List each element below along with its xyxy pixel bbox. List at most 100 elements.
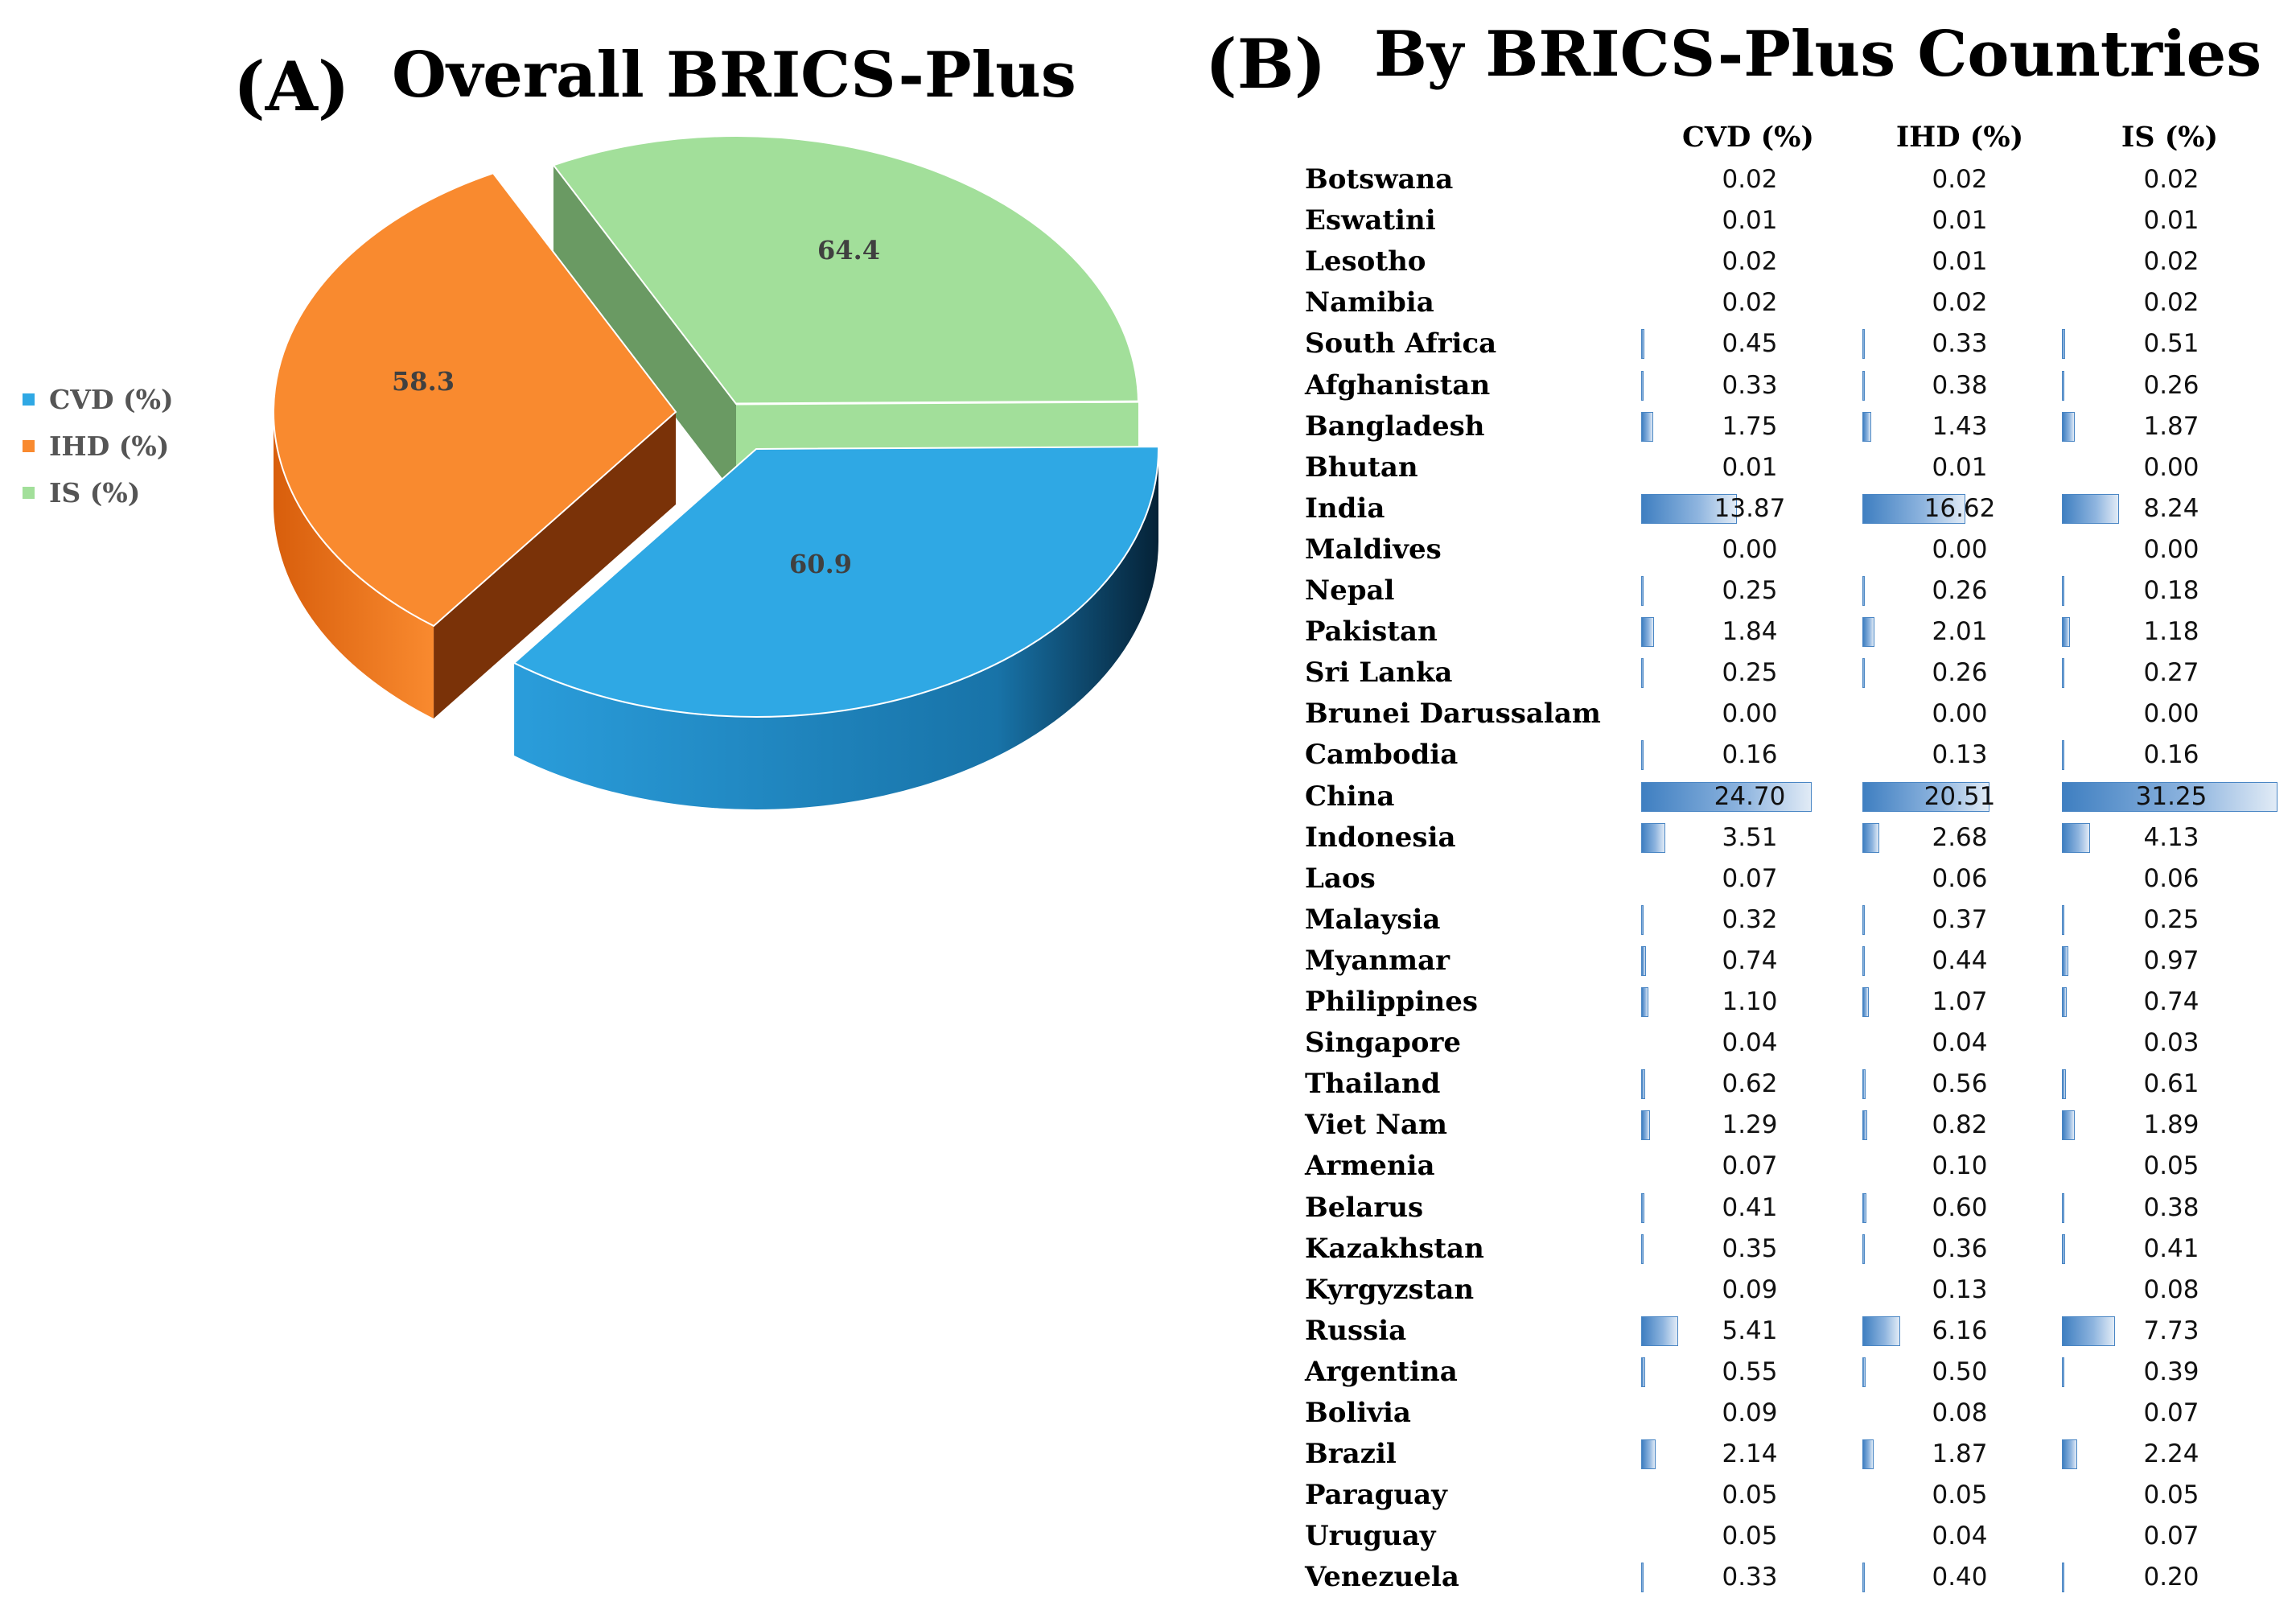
table-cell-cvd: 0.09 (1641, 1270, 1858, 1311)
country-name: Philippines (1305, 986, 1478, 1018)
country-name: Afghanistan (1305, 369, 1491, 401)
table-cell-is: 8.24 (2062, 488, 2281, 529)
data-bar (2062, 740, 2064, 771)
table-cell-cvd: 0.25 (1641, 570, 1858, 611)
table-cell-is: 0.26 (2062, 365, 2281, 406)
cell-value: 0.26 (2143, 370, 2199, 400)
table-cell-cvd: 0.02 (1641, 282, 1858, 323)
table-row: Myanmar 0.74 0.44 0.97 (0, 941, 2296, 982)
cell-value: 0.33 (1722, 1563, 1778, 1592)
table-row: Kazakhstan 0.35 0.36 0.41 (0, 1229, 2296, 1270)
country-name: Uruguay (1305, 1520, 1436, 1553)
cell-value: 0.07 (2143, 1521, 2199, 1551)
table-row: Belarus 0.41 0.60 0.38 (0, 1188, 2296, 1229)
table-row: Sri Lanka 0.25 0.26 0.27 (0, 653, 2296, 694)
cell-value: 0.02 (2143, 247, 2199, 277)
table-row: Russia 5.41 6.16 7.73 (0, 1311, 2296, 1352)
cell-value: 0.08 (1932, 1398, 1988, 1427)
data-bar (2062, 1110, 2076, 1141)
data-bar (2062, 576, 2064, 606)
table-cell-is: 0.00 (2062, 529, 2281, 570)
table-cell-ihd: 0.37 (1862, 900, 2057, 941)
cell-value: 0.09 (1722, 1398, 1778, 1427)
panel-b-title: By BRICS-Plus Countries (1374, 18, 2262, 91)
table-cell-is: 0.39 (2062, 1352, 2281, 1393)
pie-label-is: 64.4 (817, 235, 880, 266)
cell-value: 0.16 (1722, 740, 1778, 770)
table-cell-ihd: 0.50 (1862, 1352, 2057, 1393)
cell-value: 20.51 (1924, 781, 1996, 811)
country-name: Eswatini (1305, 204, 1436, 237)
table-row: Eswatini 0.01 0.01 0.01 (0, 200, 2296, 241)
cell-value: 0.44 (1932, 945, 1988, 975)
table-cell-cvd: 0.05 (1641, 1475, 1858, 1516)
data-bar (2062, 1192, 2065, 1223)
data-bar (2062, 904, 2064, 935)
data-bar (1862, 945, 1866, 976)
data-bar (1641, 1233, 1644, 1264)
country-name: Paraguay (1305, 1479, 1447, 1512)
data-bar (1641, 1357, 1645, 1387)
pie-label-cvd: 60.9 (789, 549, 852, 579)
table-cell-cvd: 0.35 (1641, 1229, 1858, 1270)
table-cell-is: 0.00 (2062, 447, 2281, 488)
table-row: Malaysia 0.32 0.37 0.25 (0, 900, 2296, 941)
table-cell-ihd: 0.04 (1862, 1023, 2057, 1064)
cell-value: 0.35 (1722, 1233, 1778, 1263)
cell-value: 0.38 (2143, 1192, 2199, 1222)
country-name: Kyrgyzstan (1305, 1273, 1475, 1306)
cell-value: 0.00 (1932, 534, 1988, 564)
table-cell-cvd: 0.00 (1641, 529, 1858, 570)
pie-slice-ihd (273, 172, 677, 628)
data-bar (2062, 658, 2064, 689)
cell-value: 0.25 (1722, 658, 1778, 688)
cell-value: 1.84 (1722, 617, 1778, 647)
table-row: Namibia 0.02 0.02 0.02 (0, 282, 2296, 323)
cell-value: 1.18 (2143, 617, 2199, 647)
data-bar (1641, 329, 1644, 360)
cell-value: 0.00 (2143, 699, 2199, 729)
table-cell-is: 0.05 (2062, 1475, 2281, 1516)
cell-value: 0.07 (1722, 1151, 1778, 1181)
cell-value: 1.07 (1932, 987, 1988, 1016)
table-cell-cvd: 1.75 (1641, 406, 1858, 447)
cell-value: 0.41 (2143, 1233, 2199, 1263)
table-row: Brazil 2.14 1.87 2.24 (0, 1434, 2296, 1475)
table-cell-is: 0.06 (2062, 859, 2281, 900)
pie-slice-ihd-wall (434, 412, 676, 719)
data-bar (1641, 576, 1644, 606)
legend-swatch-cvd (23, 393, 35, 406)
table-cell-ihd: 0.05 (1862, 1475, 2057, 1516)
country-name: Thailand (1305, 1068, 1441, 1101)
data-bar (1641, 493, 1738, 524)
legend-label-ihd: IHD (%) (49, 430, 170, 462)
table-cell-cvd: 0.02 (1641, 241, 1858, 282)
legend-swatch-is (23, 486, 35, 499)
panel-a-label: (A) (233, 47, 350, 126)
table-cell-is: 0.27 (2062, 653, 2281, 694)
country-name: Pakistan (1305, 616, 1438, 649)
data-bar (1641, 987, 1649, 1017)
panel-b-label: (B) (1205, 24, 1327, 104)
cell-value: 1.87 (2143, 411, 2199, 441)
table-cell-ihd: 0.00 (1862, 529, 2057, 570)
cell-value: 0.02 (2143, 288, 2199, 318)
data-bar (1641, 1316, 1679, 1346)
table-row: Philippines 1.10 1.07 0.74 (0, 982, 2296, 1023)
cell-value: 0.02 (1722, 165, 1778, 194)
country-name: Armenia (1305, 1150, 1435, 1183)
data-bar (1641, 822, 1666, 853)
cell-value: 13.87 (1714, 493, 1786, 523)
table-row: China 24.70 20.51 31.25 (0, 776, 2296, 817)
table-cell-cvd: 0.74 (1641, 941, 1858, 982)
table-cell-is: 0.07 (2062, 1516, 2281, 1557)
table-cell-ihd: 0.60 (1862, 1188, 2057, 1229)
table-cell-ihd: 1.43 (1862, 406, 2057, 447)
country-name: Bolivia (1305, 1397, 1411, 1429)
cell-value: 0.62 (1722, 1069, 1778, 1099)
table-cell-ihd: 0.00 (1862, 694, 2057, 735)
table-row: Bolivia 0.09 0.08 0.07 (0, 1393, 2296, 1434)
data-bar (2062, 617, 2071, 648)
pie-slice-is-wall (553, 165, 736, 496)
country-name: Lesotho (1305, 245, 1426, 278)
